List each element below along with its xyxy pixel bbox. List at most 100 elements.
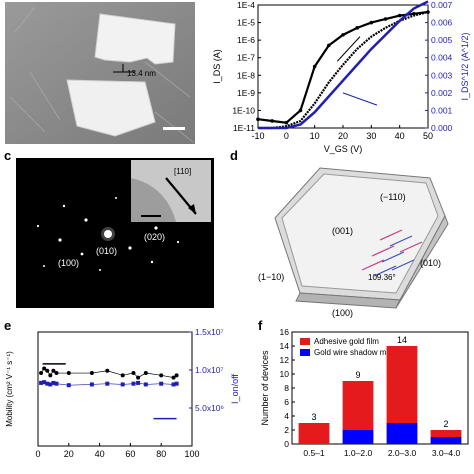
onoff-point	[171, 382, 176, 387]
mobility-point	[159, 373, 164, 378]
legend-swatch-adhesive	[300, 338, 310, 345]
y-tick-label: 1E-4	[237, 0, 255, 10]
x-tick-label: 2.0–3.0	[388, 448, 417, 458]
mobility-point	[42, 366, 47, 371]
mobility-point	[136, 375, 141, 380]
forward-point	[369, 20, 374, 25]
x-tick-label: 20	[338, 131, 348, 141]
crystal-schematic: (001) (−110) (1−10) (010) (100) 109.36°	[258, 167, 449, 318]
y2-tick-label: 0.001	[431, 105, 453, 115]
forward-point	[270, 119, 274, 123]
forward-point	[355, 26, 359, 30]
x-tick-label: 10	[310, 131, 320, 141]
mobility-point	[89, 371, 94, 376]
y-tick-label: 1E-7	[237, 53, 255, 63]
forward-point	[397, 13, 402, 18]
central-spot	[104, 230, 112, 238]
y2-tick-label: 0.002	[431, 88, 453, 98]
y-tick-label: 12	[280, 355, 290, 365]
y-axis-label: I_DS (A)	[212, 49, 222, 84]
y-tick-label: 14	[280, 341, 290, 351]
forward-point	[412, 11, 416, 16]
x-tick-label: 0.5–1	[303, 448, 325, 458]
y-tick-label: 1E-6	[237, 35, 255, 45]
y2-tick-label: 0.006	[431, 18, 453, 28]
onoff-point	[131, 381, 136, 386]
sem-image-drawing: 13.4 nm	[5, 2, 195, 144]
mobility-point	[143, 371, 148, 376]
y2-tick-label: 1.0x10⁷	[195, 365, 224, 375]
forward-point	[341, 33, 345, 37]
y-tick-label: 10	[280, 369, 290, 379]
panel-label-f: f	[258, 318, 263, 333]
height-label: 13.4 nm	[127, 69, 156, 78]
y-tick-label: 1E-9	[237, 88, 255, 98]
onoff-point	[174, 381, 179, 386]
forward-point	[383, 17, 388, 21]
legend-label-shadow: Gold wire shadow mask	[314, 348, 400, 357]
x-tick-label: 50	[423, 131, 433, 141]
crystal-flake-1	[94, 13, 176, 65]
forward-sweep-line	[257, 10, 429, 124]
reverse-sweep-line	[258, 10, 429, 130]
bar-total-label: 9	[355, 370, 360, 380]
y-axis-label: Number of devices	[260, 350, 270, 426]
face-label-100: (100)	[332, 308, 353, 318]
bar-shadow-mask	[430, 437, 462, 444]
bar-shadow-mask	[386, 423, 418, 444]
mobility-point	[105, 368, 110, 373]
x-tick-label: 80	[156, 449, 166, 459]
bar-adhesive-film	[430, 430, 462, 437]
arrow-right	[342, 92, 378, 106]
x-tick-label: 100	[184, 449, 199, 459]
x-tick-label: -10	[251, 131, 264, 141]
y2-tick-label: 5.0x10⁶	[195, 403, 224, 413]
onoff-point	[159, 381, 164, 386]
device-histogram: 0 2 4 6 8 10 12 14 16 Number of devices Adhesive g…	[260, 327, 469, 458]
spot-label-100: (100)	[58, 258, 79, 268]
y2-tick-label: 0.005	[431, 35, 453, 45]
forward-point	[327, 43, 331, 48]
forward-point	[426, 10, 430, 14]
onoff-point	[66, 383, 71, 388]
y-tick-label: 1E-5	[237, 18, 255, 28]
plot-frame	[37, 331, 193, 447]
molecule-array	[361, 229, 423, 277]
bar-total-label: 14	[397, 335, 407, 345]
onoff-point	[42, 380, 47, 385]
spot-label-020: (020)	[144, 232, 165, 242]
mobility-line	[40, 367, 177, 379]
y2-tick-label: 1.5x10⁷	[195, 327, 224, 337]
x-tick-label: 60	[125, 449, 135, 459]
y2-tick-label: 0.000	[431, 123, 453, 133]
face-label-m110: (−110)	[380, 192, 406, 202]
forward-point	[256, 117, 260, 122]
y2-tick-label: 0.003	[431, 70, 453, 80]
x-tick-label: 0	[284, 131, 289, 141]
x-tick-label: 3.0–4.0	[432, 448, 461, 458]
transfer-chart: -10 0 10 20 30 40 50 1E-11 1E-10 1E-9 1E-8 1E-7 1E-6…	[212, 0, 470, 154]
x-tick-label: 1.0–2.0	[344, 448, 373, 458]
y-tick-label: 6	[284, 397, 289, 407]
onoff-point	[143, 382, 148, 387]
mobility-point	[54, 371, 59, 376]
mobility-point	[174, 373, 179, 378]
forward-point	[284, 120, 289, 125]
bar-total-label: 3	[311, 412, 316, 422]
bar-adhesive-film	[342, 381, 374, 430]
mobility-point	[131, 371, 136, 376]
x-tick-label: 30	[366, 131, 376, 141]
y2-tick-label: 0.007	[431, 0, 453, 10]
face-label-1m10: (1−10)	[258, 272, 284, 282]
onoff-point	[89, 382, 94, 387]
y-axis-label: Mobility (cm² V⁻¹ s⁻¹)	[5, 351, 14, 427]
y-tick-label: 0	[284, 439, 289, 449]
panel-label-e: e	[4, 318, 12, 333]
angle-label: 109.36°	[368, 273, 396, 282]
y-tick-label: 8	[284, 383, 289, 393]
x-tick-label: 40	[395, 131, 405, 141]
face-label-010: (010)	[420, 258, 441, 268]
panel-label-c: c	[4, 148, 12, 163]
y-tick-label: 4	[284, 411, 289, 421]
onoff-point	[105, 381, 110, 386]
